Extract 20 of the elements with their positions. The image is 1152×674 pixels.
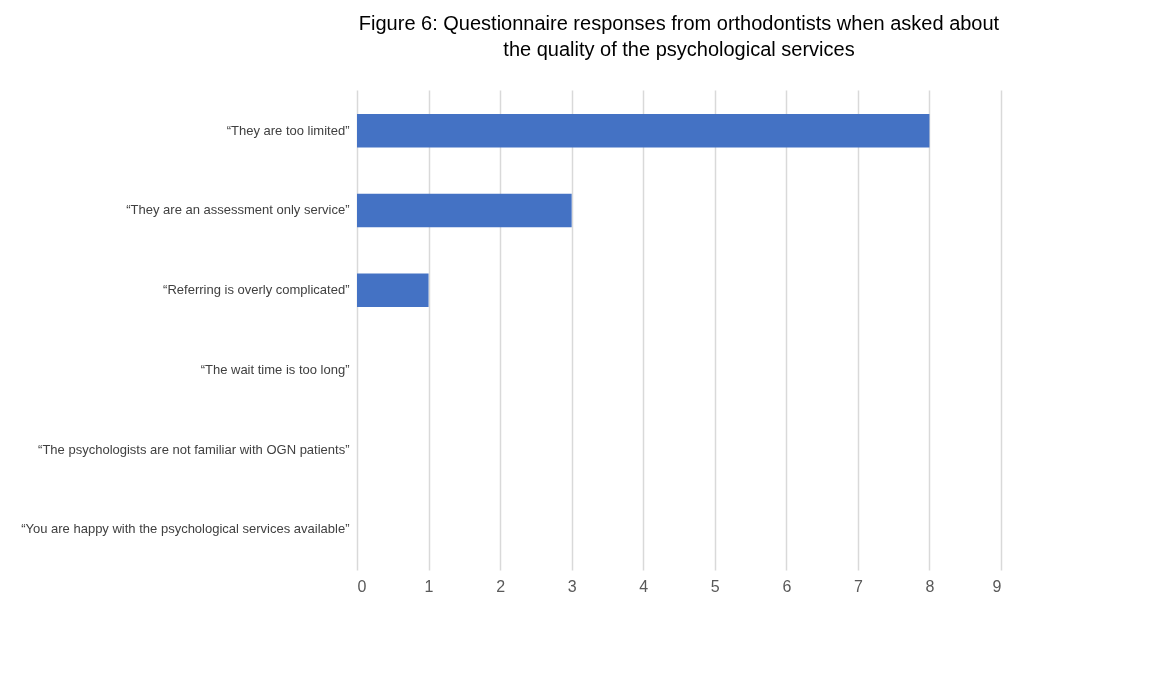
y-tick-label: “They are an assessment only service” [126,202,350,218]
x-tick-label: 5 [710,577,720,595]
x-tick-label: 3 [567,577,577,595]
y-tick-label: “You are happy with the psychological services available” [21,521,350,537]
x-tick-label: 4 [639,577,649,595]
bar [357,113,930,148]
y-tick-label: “Referring is overly complicated” [163,282,350,298]
x-tick-label: 9 [992,577,1002,595]
bar [357,193,572,228]
x-tick-label: 6 [782,577,792,595]
y-tick-label: “They are too limited” [226,122,350,138]
bar [357,273,429,307]
y-tick-label: “The psychologists are not familiar with OGN patients” [38,441,350,457]
x-tick-label: 8 [925,577,935,595]
x-tick-label: 2 [496,577,506,595]
chart-title: Figure 6: Questionnaire responses from orthodontists when asked about the quality of the psychological services [358,12,1000,60]
x-tick-label: 0 [357,577,367,595]
x-tick-label: 7 [853,577,863,595]
y-tick-label: “The wait time is too long” [200,361,350,377]
x-tick-label: 1 [424,577,434,595]
